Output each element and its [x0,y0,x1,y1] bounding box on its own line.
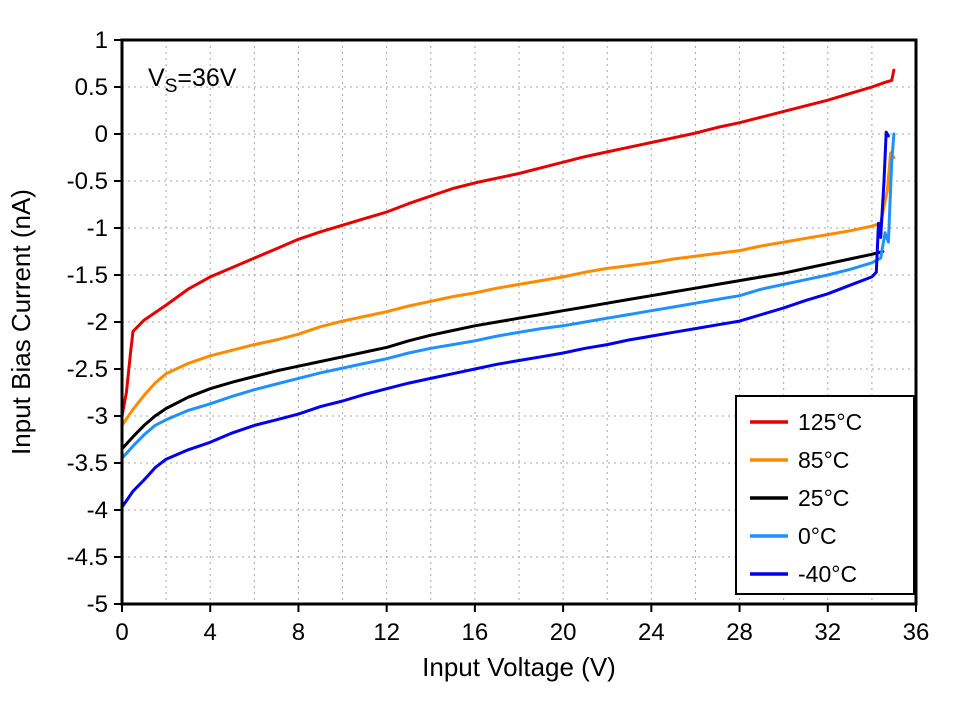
legend-label: 85°C [798,447,849,473]
series-line-125-c [120,68,896,418]
y-tick-label: -0.5 [67,168,108,195]
legend-label: -40°C [798,561,857,587]
x-axis-title: Input Voltage (V) [422,652,616,682]
x-tick-label: 12 [373,619,400,646]
axis-ticks [114,39,917,612]
series-line-85-c [120,151,896,427]
y-tick-label: -3 [87,403,108,430]
x-tick-label: 28 [726,619,753,646]
x-tick-label: 36 [903,619,930,646]
y-tick-label: -2.5 [67,356,108,383]
y-tick-label: -1 [87,215,108,242]
y-tick-label: -3.5 [67,450,108,477]
series-line-25-c [120,250,885,451]
tick-labels: 0 4 8 12 16 20 24 28 32 36 1 0.5 0 -0.5 -1 -1.5 -2 -2.5 -3… [67,27,930,646]
x-tick-label: 16 [462,619,489,646]
legend-box [735,395,915,595]
legend-label: 125°C [798,409,862,435]
legend: 125°C 85°C 25°C 0°C -40°C [735,395,915,595]
vs-annotation: VS=36V [148,64,237,97]
legend-item-25-c: 25°C [750,485,849,511]
y-tick-label: -2 [87,309,108,336]
y-tick-label: -1.5 [67,262,108,289]
legend-label: 25°C [798,485,849,511]
legend-item-85-c: 85°C [750,447,849,473]
legend-item-125-c: 125°C [750,409,862,435]
y-tick-label: 0.5 [75,74,108,101]
legend-item-0-c: 0°C [750,523,837,549]
x-tick-label: 32 [814,619,841,646]
y-tick-label: 1 [95,27,108,54]
x-tick-label: 4 [204,619,217,646]
x-tick-label: 8 [292,619,305,646]
x-tick-label: 20 [550,619,577,646]
legend-item-40-c: -40°C [750,561,857,587]
y-tick-label: 0 [95,121,108,148]
series-line-0-c [120,132,896,460]
y-axis-title: Input Bias Current (nA) [6,189,36,455]
y-tick-label: -4.5 [67,544,108,571]
x-tick-label: 0 [115,619,128,646]
x-tick-label: 24 [638,619,665,646]
legend-label: 0°C [798,523,837,549]
vs-annotation-layer: VS=36V [148,64,237,97]
series-lines [120,68,896,509]
y-tick-label: -4 [87,497,108,524]
y-tick-label: -5 [87,591,108,618]
series-line-40-c [120,130,890,509]
